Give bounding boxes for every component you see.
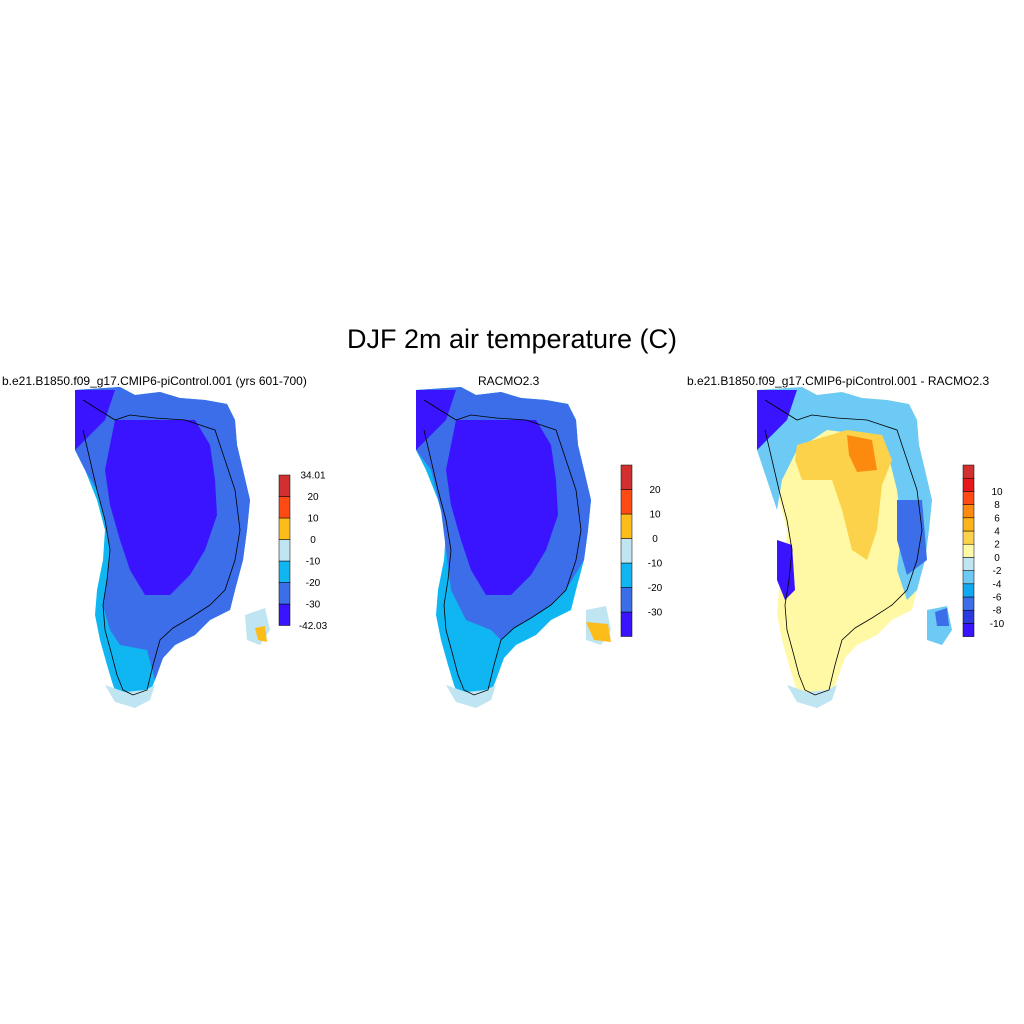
- map-panel-model: [75, 387, 270, 708]
- colorbar-racmo: -30 -20 -10 0 10 20: [620, 464, 663, 637]
- panel-title-difference: b.e21.B1850.f09_g17.CMIP6-piControl.001 …: [687, 374, 990, 388]
- colorbar-box: [278, 582, 291, 605]
- colorbar-box: [620, 464, 633, 490]
- colorbar-model: -42.03 -30 -20 -10 0 10 20 34.01: [278, 471, 328, 632]
- colorbar-box: [962, 491, 975, 505]
- colorbar-label: -10: [648, 559, 663, 570]
- colorbar-label: 20: [307, 492, 319, 503]
- map-panel-difference: [757, 387, 952, 708]
- colorbar-label: 0: [652, 534, 658, 545]
- colorbar-label: -30: [648, 608, 663, 619]
- colorbar-label: 8: [994, 500, 1000, 511]
- colorbar-difference: -10 -8 -6 -4 -2 0 2 4 6 8 10: [962, 464, 1005, 637]
- colorbar-label: 34.01: [300, 471, 325, 482]
- colorbar-box: [620, 513, 633, 539]
- colorbar-label: 10: [991, 487, 1003, 498]
- colorbar-box: [620, 611, 633, 637]
- colorbar-label: 6: [994, 513, 1000, 524]
- colorbar-label: 0: [310, 535, 316, 546]
- colorbar-label: 4: [994, 527, 1000, 538]
- colorbar-label: -10: [990, 619, 1005, 630]
- colorbar-box: [962, 477, 975, 492]
- colorbar-label: -2: [993, 566, 1002, 577]
- colorbar-label: 10: [649, 510, 661, 521]
- colorbar-label: -20: [648, 583, 663, 594]
- colorbar-box: [962, 530, 975, 545]
- panel-title-model: b.e21.B1850.f09_g17.CMIP6-piControl.001 …: [2, 374, 307, 388]
- colorbar-box: [962, 609, 975, 624]
- map-panel-racmo: [416, 387, 611, 708]
- colorbar-box: [962, 623, 975, 637]
- colorbar-label: -20: [306, 578, 321, 589]
- colorbar-box: [962, 517, 975, 532]
- colorbar-label: 2: [994, 540, 1000, 551]
- colorbar-box: [278, 539, 291, 562]
- colorbar-box: [278, 517, 291, 540]
- colorbar-box: [962, 596, 975, 611]
- colorbar-label: -6: [993, 593, 1002, 604]
- colorbar-box: [962, 570, 975, 585]
- colorbar-box: [620, 587, 633, 613]
- colorbar-label: 20: [649, 485, 661, 496]
- colorbar-box: [962, 504, 975, 519]
- colorbar-label: -10: [306, 557, 321, 568]
- colorbar-box: [278, 474, 291, 497]
- colorbar-box: [962, 543, 975, 558]
- colorbar-label: -42.03: [299, 621, 328, 632]
- colorbar-label: -30: [306, 600, 321, 611]
- colorbar-box: [620, 538, 633, 564]
- colorbar-box: [962, 583, 975, 598]
- colorbar-box: [278, 496, 291, 519]
- colorbar-box: [278, 603, 291, 626]
- colorbar-label: -4: [993, 579, 1002, 590]
- colorbar-box: [962, 557, 975, 571]
- colorbar-box: [962, 464, 975, 479]
- colorbar-box: [278, 560, 291, 583]
- figure-title: DJF 2m air temperature (C): [346, 324, 678, 354]
- colorbar-box: [620, 489, 633, 515]
- colorbar-label: 0: [994, 553, 1000, 564]
- panel-title-racmo: RACMO2.3: [478, 374, 540, 388]
- colorbar-label: -8: [993, 606, 1002, 617]
- colorbar-label: 10: [307, 514, 319, 525]
- colorbar-box: [620, 562, 633, 588]
